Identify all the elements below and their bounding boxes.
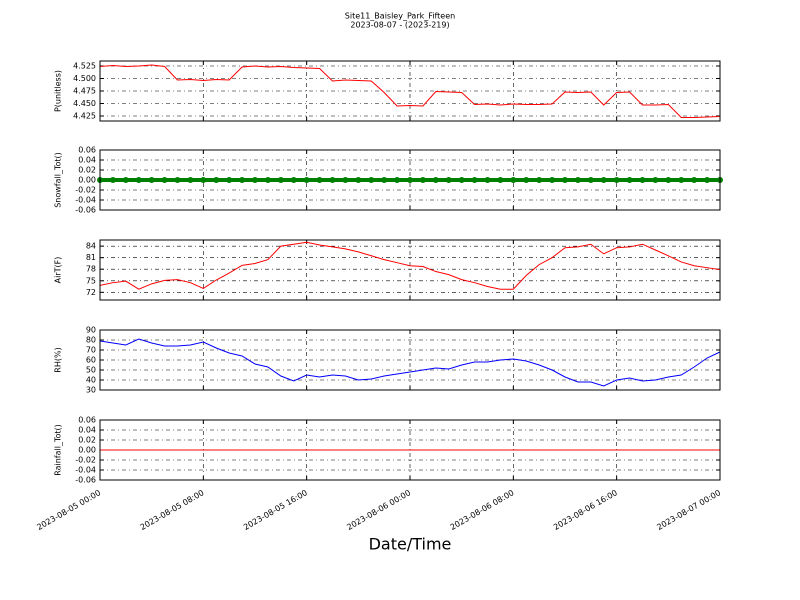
y-tick-label: 78: [86, 265, 96, 274]
data-point: [252, 177, 258, 183]
data-point: [303, 177, 310, 183]
data-point: [200, 177, 207, 183]
data-point: [704, 177, 711, 183]
y-tick-label: 0.06: [78, 146, 96, 155]
y-tick-label: 0.06: [78, 416, 96, 425]
y-tick-label: 60: [86, 356, 96, 365]
y-tick-label: 0.04: [78, 156, 96, 165]
y-tick-label: 84: [86, 242, 96, 251]
data-point: [122, 177, 129, 183]
data-point: [497, 177, 504, 183]
y-tick-label: 0.04: [78, 426, 96, 435]
y-tick-label: -0.04: [75, 466, 96, 475]
data-point: [510, 177, 517, 183]
chart-subtitle: 2023-08-07 - (2023-219): [350, 21, 449, 30]
y-tick-label: 75: [86, 276, 96, 285]
data-point: [264, 177, 271, 183]
data-point: [213, 177, 220, 183]
data-point: [407, 177, 413, 183]
y-axis-label: P(unitless): [54, 70, 63, 112]
data-point: [187, 177, 194, 183]
y-tick-label: -0.02: [75, 456, 96, 465]
data-point: [432, 177, 439, 183]
y-tick-label: 72: [86, 288, 96, 297]
data-point: [691, 177, 698, 183]
data-line: [99, 64, 721, 118]
y-tick-label: 81: [86, 253, 96, 262]
data-point: [329, 177, 336, 183]
y-tick-label: 0.02: [78, 436, 96, 445]
data-point: [174, 177, 181, 183]
y-tick-label: 4.525: [73, 62, 96, 71]
data-point: [613, 177, 620, 183]
data-point: [226, 177, 233, 183]
data-point: [652, 177, 659, 183]
data-point: [355, 177, 362, 183]
data-point: [626, 177, 633, 183]
plot-frame: [99, 239, 721, 301]
data-point: [394, 177, 401, 183]
y-axis-label: RH(%): [54, 347, 63, 372]
data-point: [368, 177, 375, 183]
y-tick-label: 90: [86, 326, 96, 335]
y-tick-label: 0.02: [78, 166, 96, 175]
data-point: [678, 177, 685, 183]
data-point: [316, 177, 323, 183]
data-point: [277, 177, 284, 183]
x-axis-label: Date/Time: [369, 535, 452, 554]
data-point: [239, 177, 246, 183]
data-point: [574, 177, 581, 183]
y-tick-label: 0.00: [78, 446, 96, 455]
y-tick-label: 4.425: [73, 112, 96, 121]
y-tick-label: 40: [86, 376, 96, 385]
y-tick-label: 4.450: [73, 99, 96, 108]
data-point: [665, 177, 672, 183]
y-tick-label: 80: [86, 336, 96, 345]
data-point: [161, 177, 168, 183]
y-tick-label: 4.500: [73, 74, 96, 83]
y-axis-label: AirT(F): [54, 257, 63, 284]
data-point: [484, 177, 491, 183]
plot-frame: [99, 419, 721, 481]
data-line: [99, 338, 721, 387]
plot-frame: [99, 329, 721, 391]
data-point: [458, 177, 465, 183]
data-point: [135, 177, 142, 183]
y-tick-label: -0.06: [75, 476, 96, 485]
y-tick-label: -0.02: [75, 186, 96, 195]
y-axis-label: Rainfall_Tot(): [54, 424, 63, 476]
plot-frame: [99, 149, 721, 211]
plot-frame: [99, 60, 721, 122]
data-point: [536, 177, 543, 183]
data-point: [148, 177, 155, 183]
y-tick-label: -0.04: [75, 196, 96, 205]
y-tick-label: 0.00: [78, 176, 96, 185]
data-point: [290, 177, 297, 183]
data-line: [99, 241, 721, 290]
data-point: [562, 177, 568, 183]
data-point: [381, 177, 388, 183]
data-point: [600, 177, 607, 183]
y-tick-label: 30: [86, 386, 96, 395]
data-point: [587, 177, 594, 183]
data-point: [109, 177, 116, 183]
y-tick-label: 70: [86, 346, 96, 355]
data-point: [471, 177, 478, 183]
data-point: [639, 177, 646, 183]
data-point: [342, 177, 349, 183]
data-point: [549, 177, 556, 183]
chart-title: Site11_Baisley_Park_Fifteen: [345, 12, 455, 21]
y-tick-label: -0.06: [75, 206, 96, 215]
data-point: [523, 177, 530, 183]
y-tick-label: 4.475: [73, 87, 96, 96]
data-point: [419, 177, 426, 183]
data-point: [445, 177, 452, 183]
y-tick-label: 50: [86, 366, 96, 375]
y-axis-label: Snowfall_Tot(): [54, 152, 63, 208]
